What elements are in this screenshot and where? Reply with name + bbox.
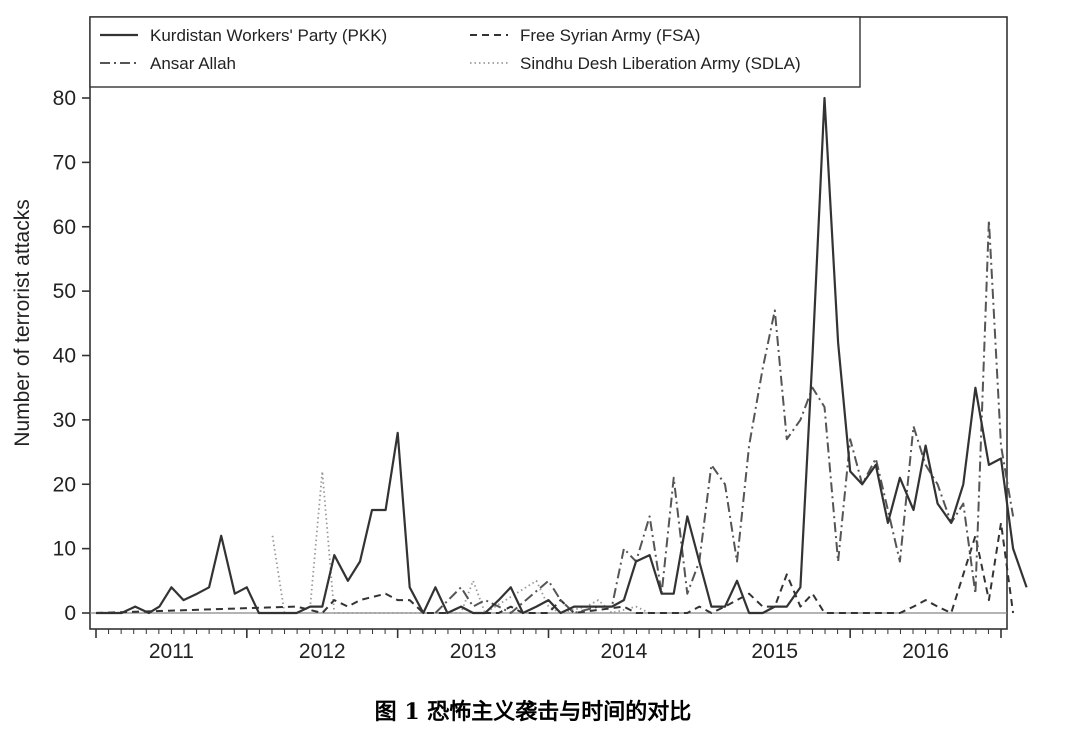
series-line-1 xyxy=(95,521,1015,614)
x-tick-label: 2011 xyxy=(149,640,194,663)
series-line-2 xyxy=(434,219,1015,614)
y-tick-label: 0 xyxy=(64,602,76,625)
y-tick-label: 60 xyxy=(53,216,76,239)
y-axis-title: Number of terrorist attacks xyxy=(11,199,34,446)
series-layer xyxy=(95,96,1028,615)
legend-label: Sindhu Desh Liberation Army (SDLA) xyxy=(520,54,801,73)
figure-caption: 图 1 恐怖主义袭击与时间的对比 xyxy=(374,699,692,725)
y-tick-label: 70 xyxy=(53,151,76,174)
x-tick-label: 2015 xyxy=(751,640,798,663)
x-tick-label: 2013 xyxy=(450,640,497,663)
y-tick-label: 80 xyxy=(53,87,76,110)
x-tick-label: 2016 xyxy=(902,640,949,663)
y-tick-label: 10 xyxy=(53,538,76,561)
legend-label: Free Syrian Army (FSA) xyxy=(520,26,700,45)
legend: Kurdistan Workers' Party (PKK) Free Syria… xyxy=(89,16,861,88)
x-axis: 2011 2012 2013 2014 2015 2016 xyxy=(95,629,1002,663)
y-tick-label: 40 xyxy=(53,345,76,368)
y-tick-label: 20 xyxy=(53,473,76,496)
y-tick-label: 30 xyxy=(53,409,76,432)
plot-frame xyxy=(89,16,1008,630)
y-tick-label: 50 xyxy=(53,280,76,303)
series-line-3 xyxy=(271,470,650,614)
legend-box xyxy=(89,16,861,88)
x-tick-label: 2014 xyxy=(601,640,648,663)
series-line-0 xyxy=(96,96,1028,615)
legend-label: Ansar Allah xyxy=(150,54,236,73)
x-tick-label: 2012 xyxy=(299,640,346,663)
legend-label: Kurdistan Workers' Party (PKK) xyxy=(150,26,387,45)
y-axis: 0 10 20 30 40 50 60 70 80 xyxy=(53,87,90,625)
